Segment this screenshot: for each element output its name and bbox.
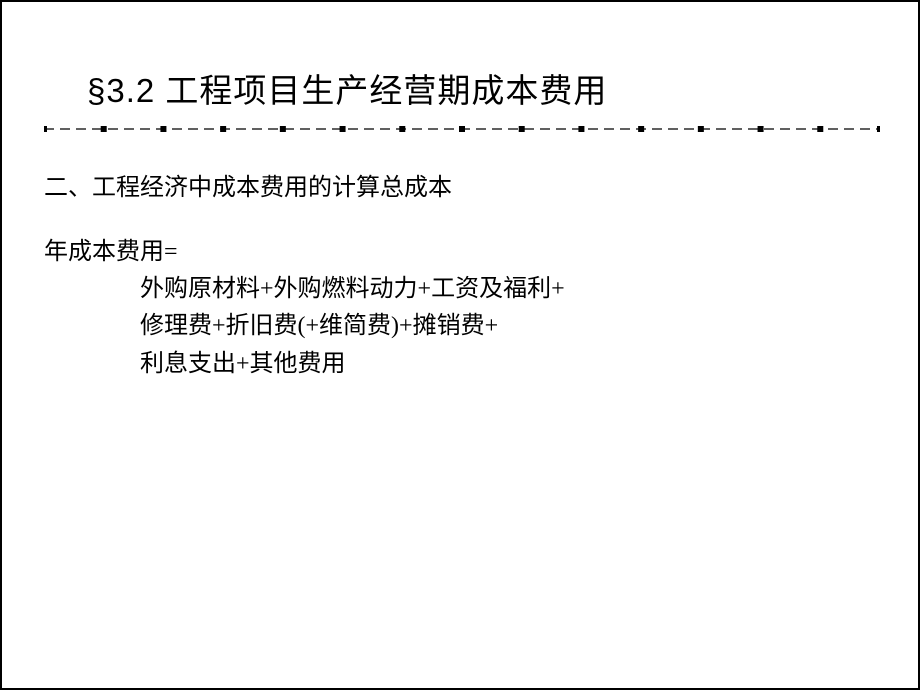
divider-square	[160, 126, 166, 132]
divider-square	[44, 126, 47, 132]
formula-block: 年成本费用= 外购原材料+外购燃料动力+工资及福利+ 修理费+折旧费(+维简费)…	[44, 234, 565, 383]
divider-square	[758, 126, 764, 132]
divider-square	[877, 126, 880, 132]
formula-line: 修理费+折旧费(+维简费)+摊销费+	[140, 308, 565, 345]
divider-square	[220, 126, 226, 132]
divider-square	[519, 126, 525, 132]
divider-square	[459, 126, 465, 132]
formula-label: 年成本费用=	[44, 234, 565, 271]
divider-square	[399, 126, 405, 132]
section-heading: 二、工程经济中成本费用的计算总成本	[44, 167, 452, 202]
divider-square	[638, 126, 644, 132]
formula-line: 外购原材料+外购燃料动力+工资及福利+	[140, 271, 565, 308]
divider-square	[578, 126, 584, 132]
slide-title: §3.2 工程项目生产经营期成本费用	[87, 64, 607, 112]
divider-square	[698, 126, 704, 132]
divider-square	[280, 126, 286, 132]
formula-line: 利息支出+其他费用	[140, 346, 565, 383]
divider-square	[340, 126, 346, 132]
slide: §3.2 工程项目生产经营期成本费用 二、工程经济中成本费用的计算总成本 年成本…	[0, 0, 920, 690]
divider-line	[44, 124, 880, 134]
divider-square	[101, 126, 107, 132]
divider-square	[817, 126, 823, 132]
